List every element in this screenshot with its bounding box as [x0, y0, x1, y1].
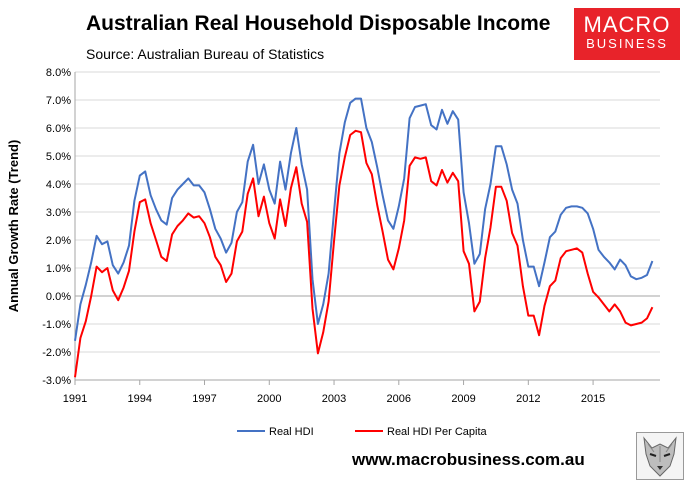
y-tick-label: 1.0%: [46, 263, 71, 275]
y-tick-label: 3.0%: [46, 207, 71, 219]
y-axis-title: Annual Growth Rate (Trend): [6, 140, 21, 313]
y-tick-label: -3.0%: [42, 375, 71, 387]
x-tick-label: 1994: [128, 393, 152, 405]
x-tick-label: 1997: [192, 393, 216, 405]
x-tick-label: 1991: [63, 393, 87, 405]
y-tick-label: 8.0%: [46, 67, 71, 79]
legend-label: Real HDI Per Capita: [387, 426, 488, 438]
chart-title: Australian Real Household Disposable Inc…: [86, 12, 551, 35]
y-tick-label: 7.0%: [46, 95, 71, 107]
x-tick-label: 2003: [322, 393, 346, 405]
y-tick-label: 6.0%: [46, 123, 71, 135]
series-line-real-hdi: [74, 97, 654, 341]
logo-line2: BUSINESS: [586, 36, 668, 51]
website-url[interactable]: www.macrobusiness.com.au: [352, 450, 585, 469]
wolf-head-icon: [636, 432, 684, 480]
y-tick-label: -1.0%: [42, 319, 71, 331]
y-tick-label: 0.0%: [46, 291, 71, 303]
x-tick-label: 2012: [516, 393, 540, 405]
y-tick-label: 2.0%: [46, 235, 71, 247]
logo-line1: MACRO: [583, 12, 671, 37]
legend-label: Real HDI: [269, 426, 314, 438]
macro-business-logo[interactable]: MACRO BUSINESS: [574, 8, 680, 60]
x-tick-label: 2006: [387, 393, 411, 405]
x-tick-label: 2009: [451, 393, 475, 405]
y-tick-label: 4.0%: [46, 179, 71, 191]
x-tick-label: 2015: [581, 393, 605, 405]
x-tick-label: 2000: [257, 393, 281, 405]
series-line-real-hdi-per-capita: [74, 129, 654, 378]
source-label: Source: Australian Bureau of Statistics: [86, 46, 325, 62]
y-tick-label: 5.0%: [46, 151, 71, 163]
y-tick-label: -2.0%: [42, 347, 71, 359]
